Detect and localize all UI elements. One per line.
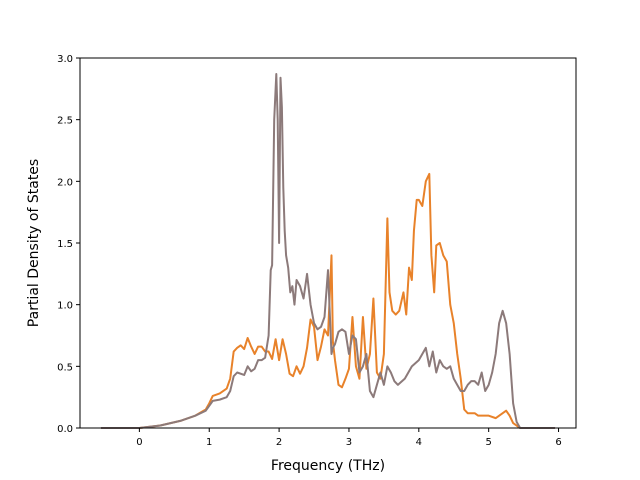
x-tick-label: 2 [276, 437, 282, 448]
x-axis-ticks: 0 1 2 3 4 5 6 [136, 428, 562, 448]
x-axis-label: Frequency (THz) [271, 458, 385, 474]
series-line-2 [100, 73, 556, 429]
y-axis-label: Partial Density of States [26, 159, 42, 327]
series-layer [100, 73, 556, 429]
y-tick-label: 0.0 [57, 424, 73, 435]
x-tick-label: 6 [555, 437, 561, 448]
y-tick-label: 1.0 [57, 301, 73, 312]
y-tick-label: 2.0 [57, 177, 73, 188]
x-tick-label: 1 [206, 437, 212, 448]
y-tick-label: 0.5 [57, 362, 73, 373]
x-tick-label: 4 [416, 437, 422, 448]
y-tick-label: 3.0 [57, 54, 73, 65]
y-axis-ticks: 0.0 0.5 1.0 1.5 2.0 2.5 3.0 [57, 54, 80, 435]
x-tick-label: 3 [346, 437, 352, 448]
plot-background [80, 58, 576, 428]
x-tick-label: 0 [136, 437, 142, 448]
x-tick-label: 5 [485, 437, 491, 448]
y-tick-label: 2.5 [57, 116, 73, 127]
series-line-1 [100, 172, 556, 429]
y-tick-label: 1.5 [57, 239, 73, 250]
